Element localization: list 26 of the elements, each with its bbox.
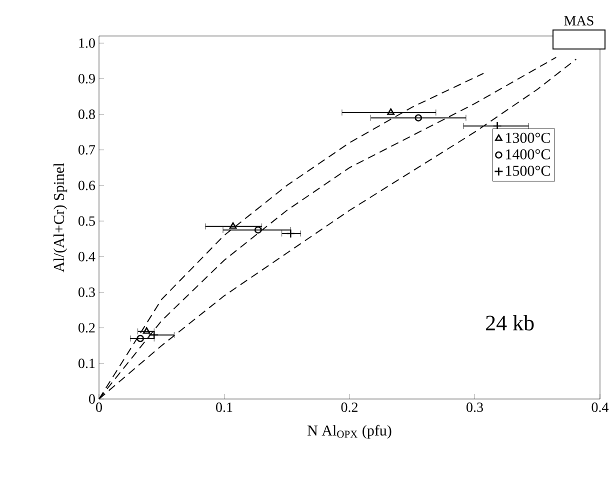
legend-label: 1500°C	[506, 166, 550, 176]
y-tick-label: 0.5	[78, 216, 95, 226]
y-tick-label: 1.0	[79, 38, 95, 48]
point	[142, 327, 150, 334]
x-tick-label: 0.4	[592, 402, 609, 412]
x-tick-label: 0.1	[216, 402, 232, 412]
y-tick-label: 0.4	[78, 252, 96, 262]
legend-label: 1300°C	[506, 132, 550, 143]
x-tick-label: 0	[96, 402, 102, 412]
y-tick-label: 0.9	[78, 74, 95, 84]
point	[229, 222, 237, 229]
y-tick-label: 0.3	[78, 287, 95, 297]
x-tick-label: 0.2	[341, 402, 358, 412]
y-tick-label: 0.6	[78, 180, 96, 190]
text: MAS	[564, 16, 594, 26]
y-tick-label: 0.1	[78, 358, 95, 368]
point	[387, 108, 395, 115]
x-axis-title: N Al$_{OPX}$ (pfu)	[308, 424, 392, 439]
x-tick-label: 0.3	[466, 402, 483, 412]
y-tick-label: 0	[89, 394, 95, 404]
y-tick-label: 0.8	[78, 110, 95, 120]
annotation: 24 kb	[486, 315, 534, 331]
y-tick-label: 0.2	[78, 323, 95, 333]
y-axis-title: Al/(Al+Cr) Spinel	[54, 162, 68, 272]
legend-label: 1400°C	[506, 149, 550, 160]
y-tick-label: 0.7	[78, 145, 96, 155]
